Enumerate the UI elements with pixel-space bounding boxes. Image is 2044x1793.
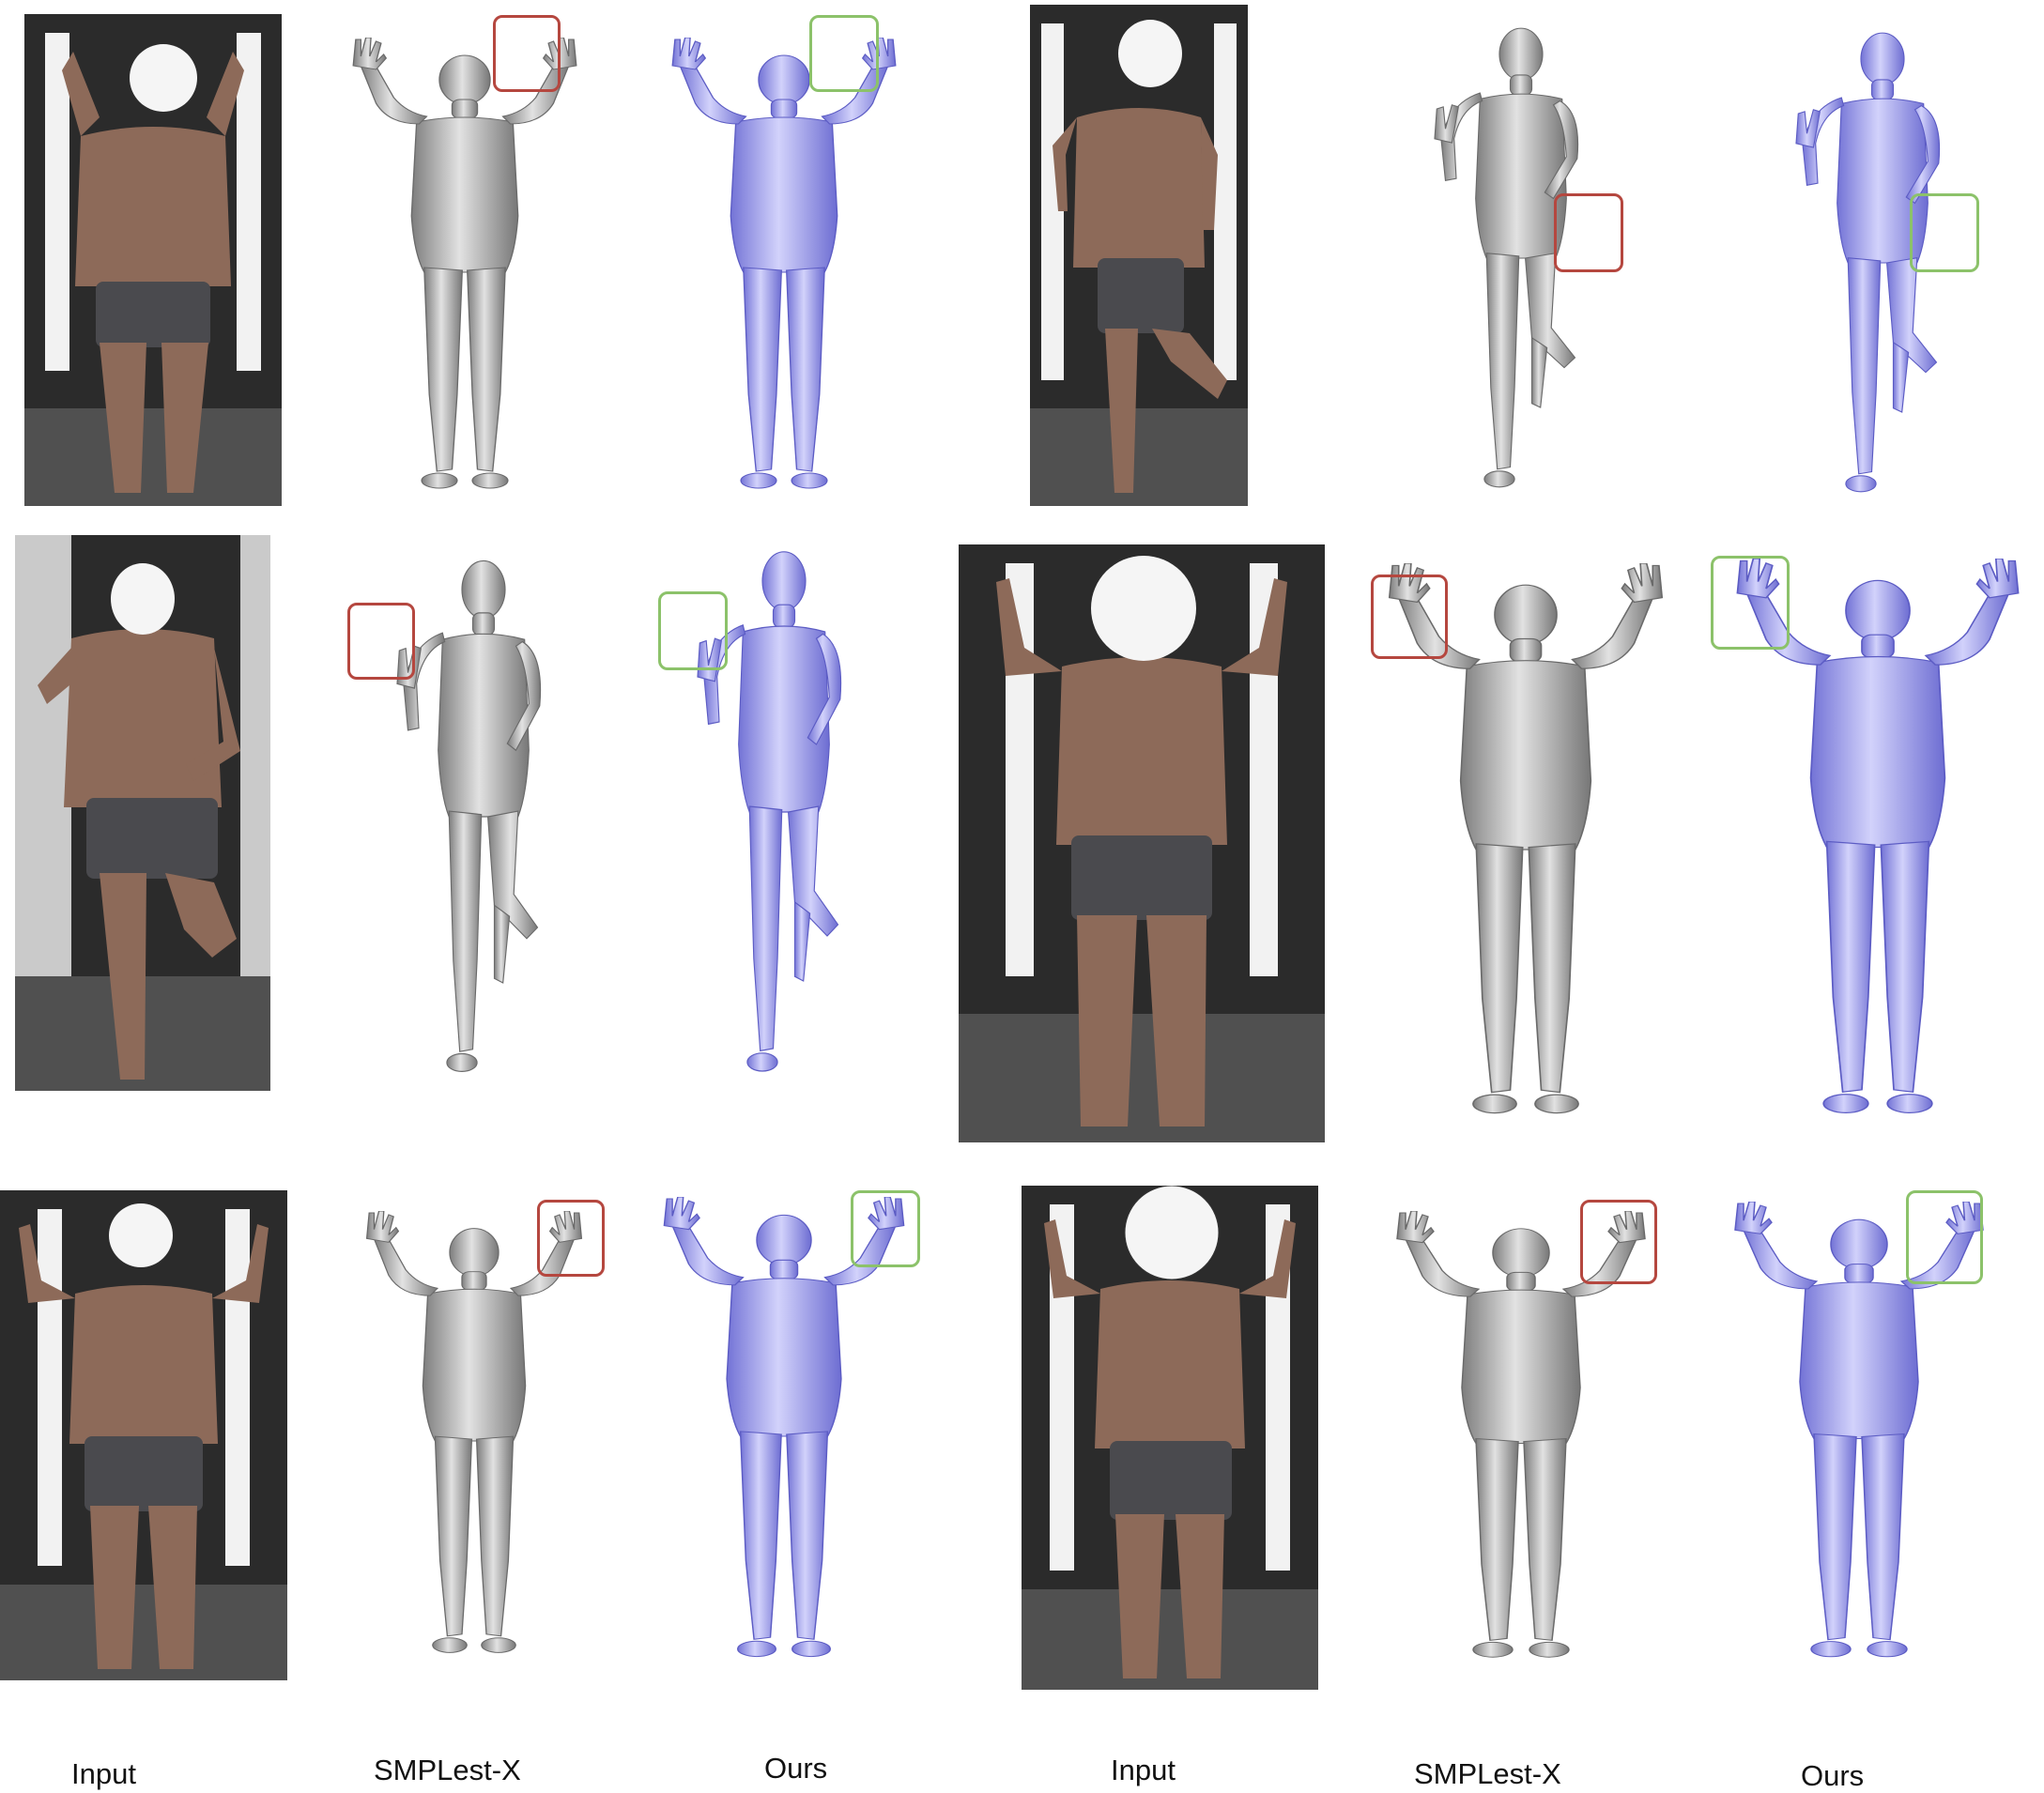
smplestx-hand-highlight-r1-right bbox=[1554, 193, 1623, 272]
input-photo-r1-right bbox=[1030, 5, 1248, 506]
input-photo-r2-right bbox=[959, 544, 1325, 1142]
blue-mesh-body bbox=[648, 1197, 920, 1676]
ours-hand-highlight-r1-right bbox=[1910, 193, 1979, 272]
ours-hand-highlight-r2-right bbox=[1711, 556, 1790, 650]
smplestx-hand-highlight-r2-right bbox=[1371, 575, 1448, 659]
input-photo-r1-left bbox=[24, 14, 282, 506]
gray-mesh-body bbox=[338, 38, 592, 507]
caption-input-left: Input bbox=[71, 1757, 136, 1790]
caption-ours-right: Ours bbox=[1801, 1759, 1865, 1792]
gray-mesh-body bbox=[352, 1211, 596, 1671]
input-photo-image bbox=[959, 544, 1325, 1142]
caption-input-right: Input bbox=[1111, 1754, 1176, 1786]
ours-mesh-r1-left bbox=[657, 38, 911, 507]
ours-hand-highlight-r1-left bbox=[809, 15, 879, 92]
caption-smplestx-left: SMPLest-X bbox=[374, 1754, 521, 1786]
ours-hand-highlight-r3-left bbox=[851, 1190, 920, 1267]
input-photo-image bbox=[15, 535, 270, 1091]
input-photo-r3-right bbox=[1022, 1186, 1318, 1690]
input-photo-image bbox=[0, 1190, 287, 1680]
ours-hand-highlight-r3-right bbox=[1906, 1190, 1983, 1284]
input-photo-image bbox=[1022, 1186, 1318, 1690]
smplestx-hand-highlight-r3-left bbox=[537, 1200, 605, 1277]
input-photo-image bbox=[24, 14, 282, 506]
input-photo-r3-left bbox=[0, 1190, 287, 1680]
caption-smplestx-right: SMPLest-X bbox=[1414, 1757, 1561, 1790]
smplestx-mesh-r1-left bbox=[338, 38, 592, 507]
ours-mesh-r3-left bbox=[648, 1197, 920, 1676]
caption-ours-left: Ours bbox=[764, 1752, 828, 1785]
smplestx-hand-highlight-r1-left bbox=[493, 15, 561, 92]
smplestx-mesh-r3-left bbox=[352, 1211, 596, 1671]
ours-hand-highlight-r2-left bbox=[658, 591, 728, 670]
smplestx-hand-highlight-r3-right bbox=[1580, 1200, 1657, 1284]
input-photo-image bbox=[1030, 5, 1248, 506]
smplestx-hand-highlight-r2-left bbox=[347, 603, 415, 680]
blue-mesh-body bbox=[657, 38, 911, 507]
input-photo-r2-left bbox=[15, 535, 270, 1091]
